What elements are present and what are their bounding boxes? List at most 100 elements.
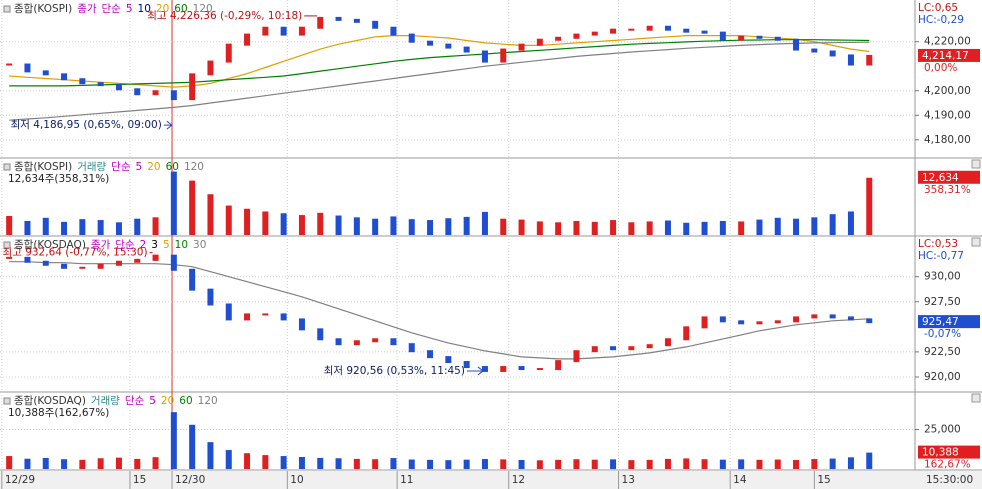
- volume-bar: [97, 220, 104, 235]
- candle: [719, 31, 726, 41]
- volume-bar: [756, 219, 763, 235]
- candle: [353, 18, 360, 23]
- legend-item: 60: [166, 161, 179, 173]
- volume-bar: [408, 459, 415, 469]
- candle: [738, 320, 745, 325]
- candle: [427, 350, 434, 359]
- volume-bar: [262, 211, 269, 235]
- candle: [207, 288, 214, 306]
- candle: [811, 314, 818, 319]
- volume-bar: [610, 459, 617, 469]
- candle: [189, 268, 196, 291]
- volume-bar: [793, 218, 800, 235]
- low-arrow: [466, 366, 484, 376]
- legend-item: 5: [149, 395, 156, 407]
- candle: [719, 316, 726, 323]
- legend-item: 3: [151, 239, 158, 251]
- legend-icon: [3, 397, 11, 405]
- change-label: 358,31%: [924, 184, 971, 196]
- close-button[interactable]: [971, 159, 981, 169]
- candle: [518, 366, 525, 371]
- candle: [756, 321, 763, 325]
- volume-bar: [664, 220, 671, 235]
- candle: [573, 33, 580, 39]
- high-annotation: 최고 932,64 (-0,77%, 15:30): [3, 247, 148, 259]
- volume-bar: [683, 222, 690, 235]
- candle: [646, 344, 653, 349]
- volume-bar: [536, 460, 543, 469]
- candle: [6, 256, 13, 259]
- volume-bar: [298, 215, 305, 235]
- legend-item: 종합(KOSDAQ): [14, 239, 86, 251]
- close-button[interactable]: [971, 393, 981, 403]
- legend-item: 종가: [77, 3, 97, 15]
- volume-bar: [115, 457, 122, 469]
- candle: [445, 356, 452, 364]
- volume-bar: [317, 212, 324, 235]
- candle: [97, 82, 104, 87]
- legend-item: 5: [163, 239, 170, 251]
- current-value-label: 4,214,17: [922, 50, 969, 62]
- volume-bar: [445, 218, 452, 235]
- end-time-label: 15:30:00: [926, 474, 973, 486]
- candle: [793, 38, 800, 51]
- volume-bar: [719, 220, 726, 235]
- legend-item: 단순: [111, 161, 131, 173]
- candle: [79, 78, 86, 85]
- volume-bar: [555, 222, 562, 235]
- candle: [408, 343, 415, 353]
- candle: [207, 60, 214, 76]
- candle: [646, 25, 653, 31]
- legend-item: 단순: [125, 395, 145, 407]
- y-tick-label: 927,50: [924, 296, 961, 308]
- legend-item: 20: [147, 161, 160, 173]
- legend-item: 종합(KOSPI): [14, 3, 72, 15]
- volume-bar: [79, 219, 86, 235]
- volume-bar: [445, 460, 452, 469]
- y-tick-label: 4,200,00: [924, 85, 971, 97]
- candle: [463, 361, 470, 369]
- volume-bar: [61, 459, 68, 469]
- candle: [372, 20, 379, 29]
- candle: [317, 328, 324, 341]
- current-value-box: [918, 315, 980, 329]
- legend-item: 30: [193, 239, 206, 251]
- candle: [115, 260, 122, 266]
- close-button[interactable]: [971, 237, 981, 247]
- candle: [628, 28, 635, 31]
- candle: [701, 316, 708, 329]
- candle: [115, 84, 122, 91]
- candle: [427, 40, 434, 46]
- x-tick-label: 13: [622, 474, 635, 486]
- candle: [61, 73, 68, 81]
- volume-bar: [262, 455, 269, 469]
- candle: [774, 320, 781, 324]
- volume-bar: [335, 458, 342, 469]
- candle: [500, 48, 507, 63]
- volume-bar: [829, 214, 836, 235]
- legend-item: 거래량: [91, 395, 120, 407]
- volume-bar: [829, 458, 836, 469]
- candle: [847, 54, 854, 66]
- y-tick-label: 4,190,00: [924, 109, 971, 121]
- change-label: -0,07%: [924, 328, 961, 340]
- volume-bar: [408, 219, 415, 235]
- volume-bar: [463, 216, 470, 235]
- legend-icon: [3, 5, 11, 13]
- volume-bar: [756, 459, 763, 469]
- volume-bar: [6, 456, 13, 469]
- volume-bar: [225, 450, 232, 469]
- candle: [518, 43, 525, 51]
- candle: [170, 90, 177, 101]
- y-tick-label: 930,00: [924, 271, 961, 283]
- moving-average-line: [9, 35, 870, 88]
- legend-item: 60: [174, 3, 187, 15]
- candle: [774, 36, 781, 41]
- volume-bar: [24, 220, 31, 235]
- low-arrow: [163, 120, 173, 130]
- volume-bar: [24, 458, 31, 469]
- volume-bar: [207, 194, 214, 235]
- volume-bar: [793, 459, 800, 469]
- candle: [628, 346, 635, 351]
